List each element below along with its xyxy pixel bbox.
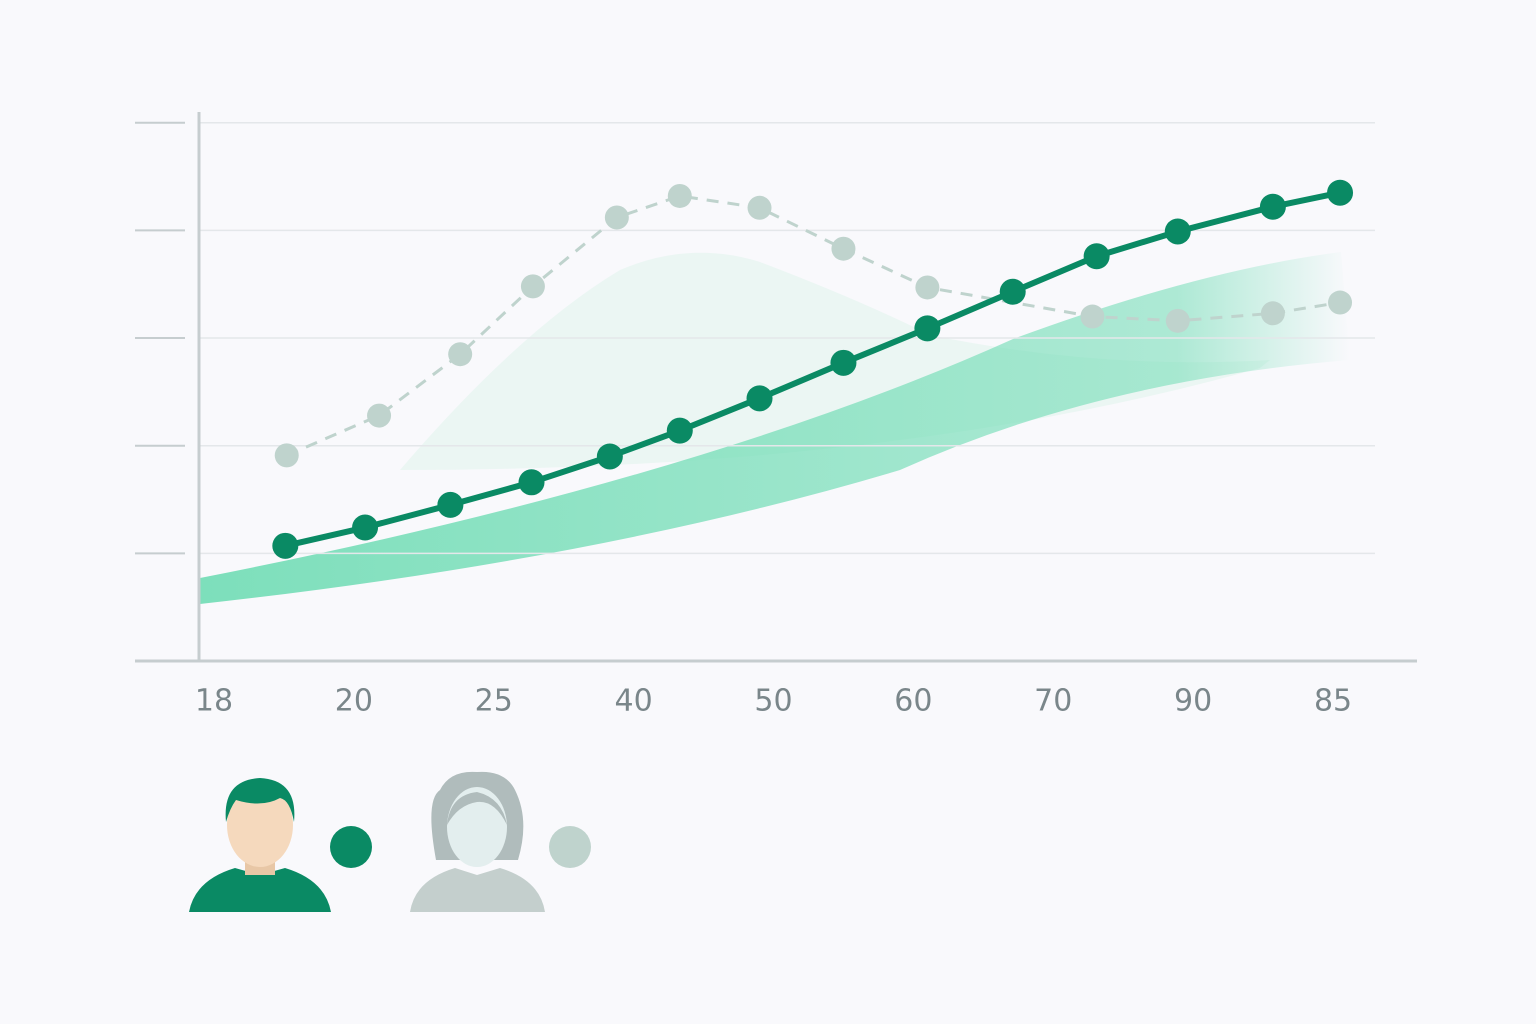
data-point: [666, 417, 693, 444]
legend-icon-female: [410, 771, 545, 912]
x-tick-label: 85: [1314, 684, 1352, 719]
data-point: [746, 385, 773, 412]
data-point: [367, 403, 392, 428]
x-tick-label: 60: [894, 684, 932, 719]
data-point: [1328, 290, 1353, 315]
data-point: [999, 278, 1026, 305]
legend-icon-male: [189, 778, 331, 912]
x-tick-label: 50: [754, 684, 792, 719]
legend-marker: [330, 826, 372, 868]
data-point: [604, 205, 629, 230]
legend-marker: [549, 826, 591, 868]
x-tick-label: 40: [615, 684, 653, 719]
data-point: [1259, 193, 1286, 220]
data-point: [1260, 301, 1285, 326]
x-tick-label: 20: [335, 684, 373, 719]
band-fill: [200, 252, 1350, 604]
x-tick-label: 18: [195, 684, 233, 719]
x-tick-label: 70: [1034, 684, 1072, 719]
data-point: [437, 491, 464, 518]
data-point: [915, 275, 940, 300]
data-point: [518, 469, 545, 496]
data-point: [1083, 243, 1110, 270]
series-line: [284, 189, 1341, 549]
data-point: [1165, 308, 1190, 333]
data-point: [448, 342, 473, 367]
plot: 18 20 25 40 50 60 70 90 85: [195, 179, 1354, 719]
data-point: [274, 443, 299, 468]
data-point: [747, 195, 772, 220]
x-tick-label: 90: [1174, 684, 1212, 719]
data-point: [831, 236, 856, 261]
data-point: [914, 315, 941, 342]
data-point: [1164, 218, 1191, 245]
data-point: [830, 349, 857, 376]
data-point: [667, 183, 692, 208]
data-point: [1327, 179, 1354, 206]
data-point: [1080, 304, 1105, 329]
data-point: [352, 514, 379, 541]
data-point: [596, 443, 623, 470]
x-tick-label: 25: [475, 684, 513, 719]
data-point: [272, 532, 299, 559]
legend: [189, 771, 591, 912]
data-point: [520, 274, 545, 299]
